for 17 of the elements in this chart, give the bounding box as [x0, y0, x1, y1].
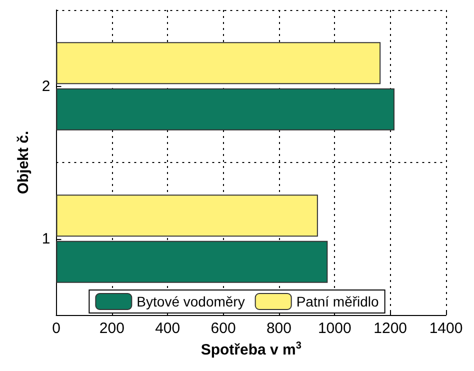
y-axis-title: Objekt č. — [15, 130, 32, 194]
x-tick-label: 600 — [210, 320, 236, 337]
x-tick-label: 1000 — [318, 320, 352, 337]
bar — [56, 194, 318, 237]
bar — [56, 88, 394, 130]
x-tick-label: 200 — [99, 320, 124, 337]
legend-label: Patní měřidlo — [296, 294, 380, 310]
bar — [56, 240, 328, 283]
bar — [56, 42, 381, 84]
x-tick-label: 400 — [155, 320, 180, 337]
x-tick-label: 800 — [266, 320, 292, 337]
legend-label: Bytové vodoměry — [136, 294, 245, 310]
x-tick-label: 1400 — [429, 320, 463, 337]
y-tick-label: 2 — [42, 78, 50, 95]
y-tick-label: 1 — [42, 230, 50, 248]
x-tick-label: 0 — [52, 320, 60, 337]
x-tick-label: 1200 — [374, 320, 408, 337]
